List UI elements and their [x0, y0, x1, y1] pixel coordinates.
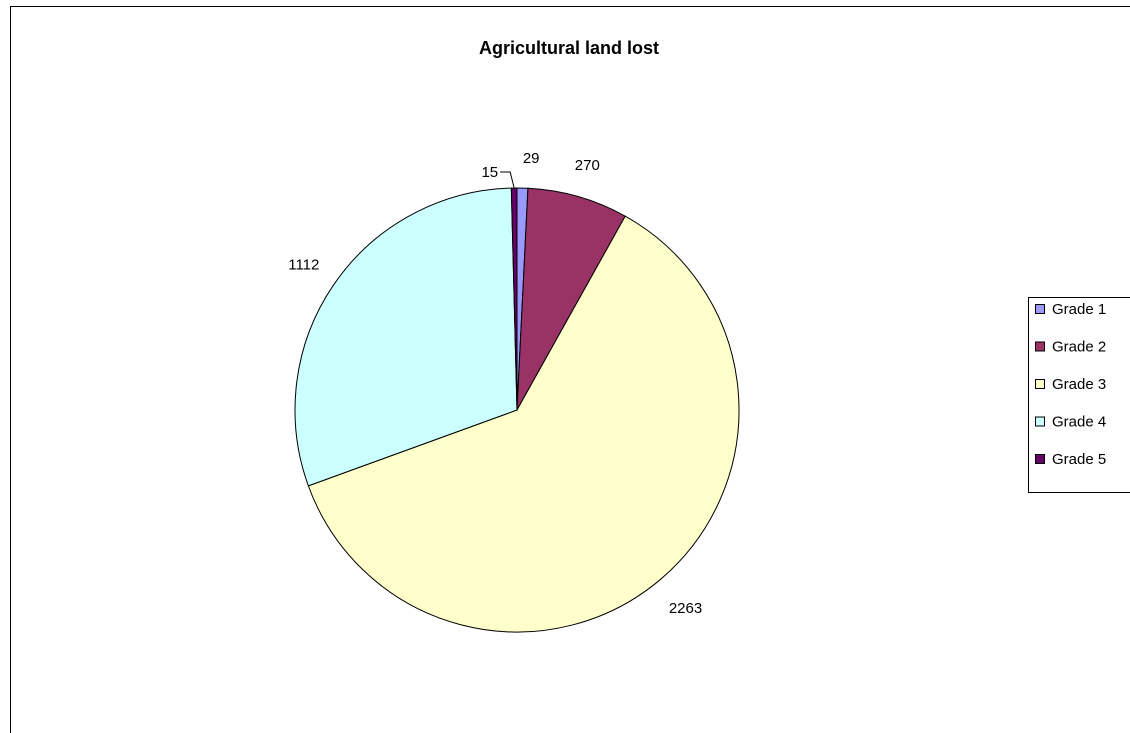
legend-label-grade-5: Grade 5	[1052, 451, 1106, 468]
data-label-grade-1: 29	[523, 150, 540, 167]
data-label-grade-4: 1112	[288, 257, 319, 274]
legend-swatch-grade-1	[1035, 304, 1045, 314]
pie-slice-grade-4	[294, 187, 518, 487]
legend-label-grade-2: Grade 2	[1052, 339, 1106, 356]
data-label-grade-5: 15	[481, 164, 498, 181]
legend-box	[1028, 297, 1130, 493]
chart-title: Agricultural land lost	[479, 38, 659, 58]
legend-swatch-grade-2	[1035, 341, 1045, 352]
data-label-grade-3: 2263	[669, 600, 702, 617]
legend-swatch-grade-5	[1035, 454, 1045, 464]
data-label-grade-2: 270	[575, 157, 600, 174]
legend-label-grade-4: Grade 4	[1052, 414, 1106, 431]
legend-swatch-grade-3	[1035, 379, 1045, 389]
legend: Grade 1 Grade 2 Grade 3 Grade 4 Grade 5	[1028, 297, 1130, 493]
data-labels: 29 270 2263 1112 15	[288, 150, 702, 617]
pie-slice-grade-3	[307, 215, 740, 633]
pie-slices	[294, 187, 740, 633]
legend-swatch-grade-4	[1035, 416, 1045, 427]
legend-label-grade-1: Grade 1	[1052, 301, 1106, 318]
legend-label-grade-3: Grade 3	[1052, 376, 1106, 393]
pie-slice-grade-2	[516, 187, 626, 411]
leader-line-grade-5	[500, 171, 515, 189]
